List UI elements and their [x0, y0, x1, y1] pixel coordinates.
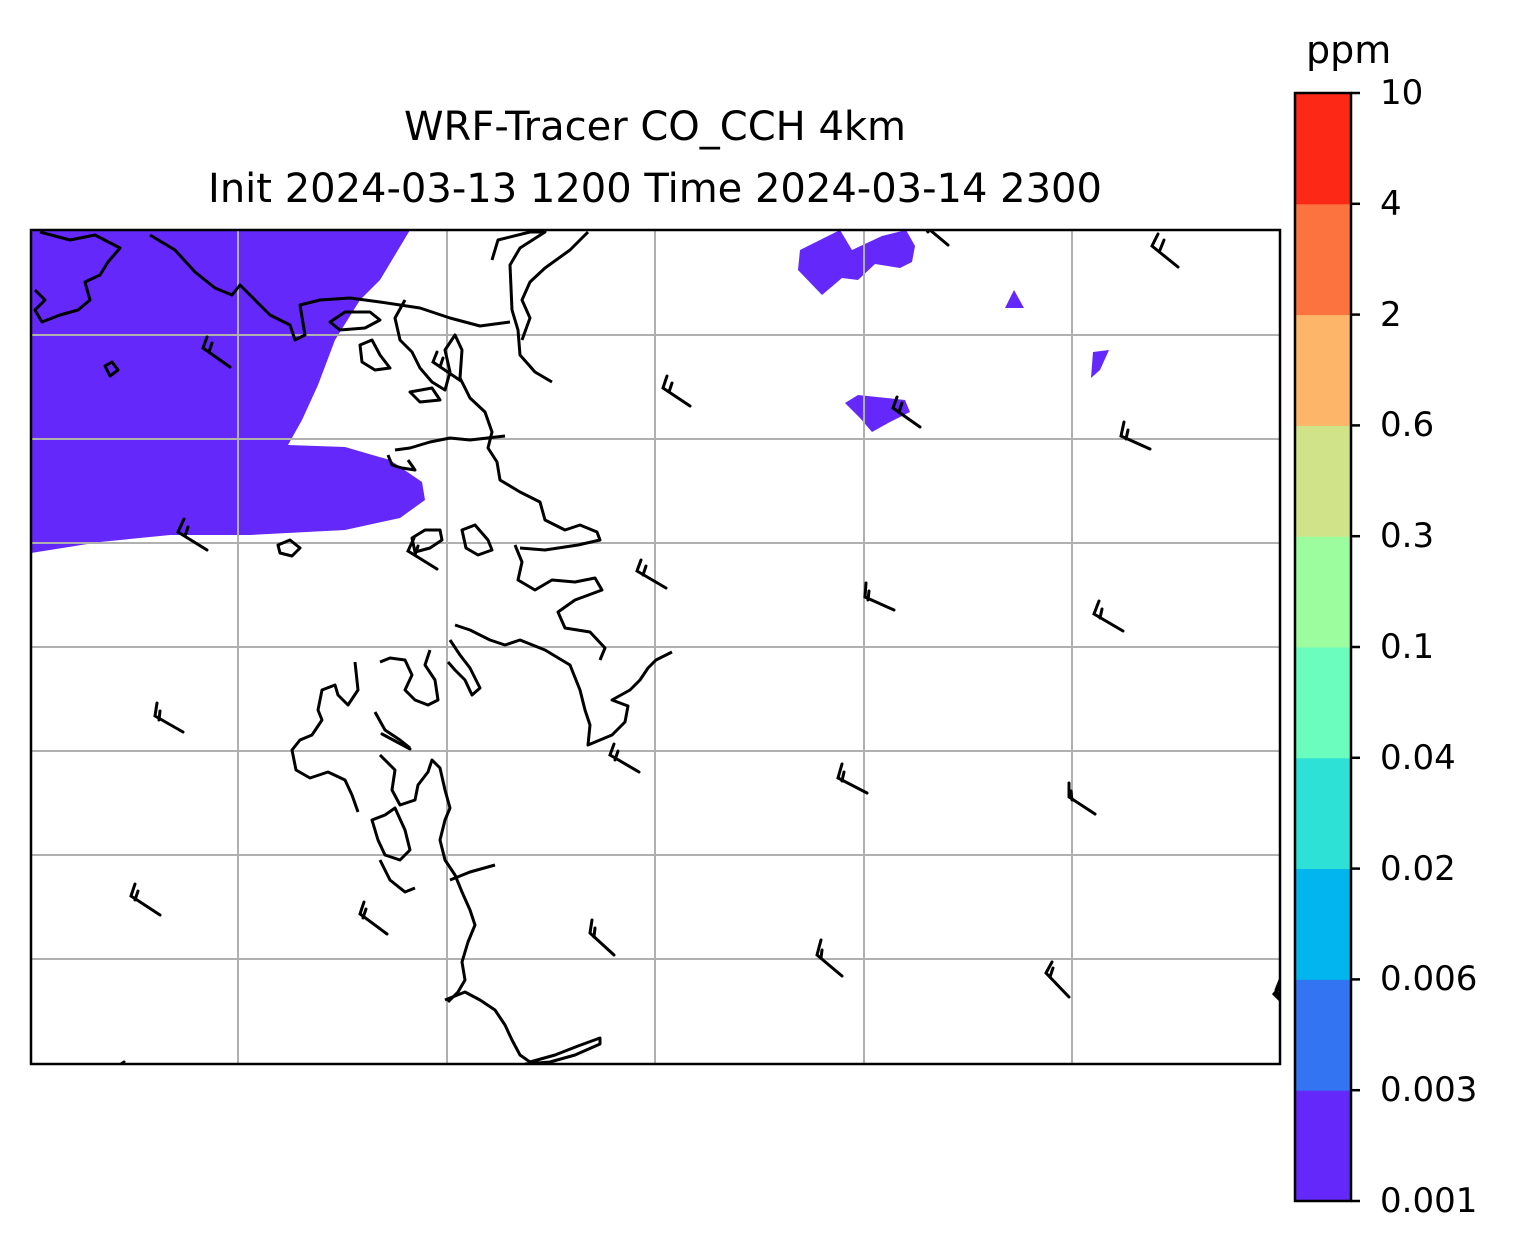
wind-barb: [406, 536, 439, 571]
colorbar-tick-label: 10: [1380, 73, 1424, 113]
coastline-shore-south: [513, 544, 607, 661]
wind-barb: [380, 732, 412, 751]
coastline-river-west: [490, 230, 553, 384]
coastline-pond: [276, 538, 302, 558]
coastline-bayou-7: [370, 806, 412, 862]
colorbar-tick-label: 0.006: [1380, 959, 1478, 1000]
map-subtitle: Init 2024-03-13 1200 Time 2024-03-14 230…: [208, 166, 1102, 212]
plume-region-north: [798, 230, 915, 295]
plume-region-west: [31, 230, 425, 553]
colorbar-tick-label: 0.6: [1380, 405, 1435, 446]
colorbar-tick-label: 0.02: [1380, 848, 1456, 889]
wind-barb: [836, 762, 869, 795]
wind-barb: [635, 558, 668, 590]
colorbar-segment: [1295, 536, 1351, 648]
coastline-bayou-3: [379, 649, 440, 707]
colorbar-frame: [1293, 91, 1353, 1203]
colorbar-tick-label: 0.1: [1380, 627, 1435, 667]
wind-barb: [1044, 960, 1071, 999]
colorbar-segment: [1295, 647, 1351, 759]
colorbar-tick-label: 0.001: [1380, 1181, 1478, 1221]
coastline-river-east: [520, 230, 590, 341]
coastline-bayou-8: [378, 859, 416, 894]
coastline-bayou-5: [373, 711, 411, 750]
coastline-inlet-2: [460, 523, 494, 557]
wind-barb: [891, 395, 922, 429]
colorbar-tick-label: 4: [1380, 183, 1402, 224]
coastline-marsh-1: [358, 338, 392, 372]
wind-barb: [1150, 232, 1180, 269]
map-frame: [29, 228, 1282, 1066]
coastlines: [33, 230, 1280, 1064]
colorbar-segment: [1295, 868, 1351, 980]
wind-barb: [863, 581, 896, 612]
colorbar-unit-label: ppm: [1306, 28, 1392, 72]
tracer-plume: [31, 230, 1109, 553]
colorbar-segment: [1295, 1090, 1351, 1202]
coastline-bayou-9: [449, 863, 496, 882]
wind-barb: [153, 701, 185, 734]
coastline-east-edge: [1274, 978, 1280, 1002]
colorbar-segment: [1295, 757, 1351, 870]
coastline-shore-mid: [386, 454, 417, 472]
wind-barb: [431, 350, 463, 383]
coastline-marsh-2: [408, 386, 442, 404]
coastline-bayou-1: [454, 623, 673, 747]
wind-barb: [608, 742, 641, 774]
colorbar: [1293, 91, 1360, 1203]
colorbar-segment: [1295, 979, 1351, 1091]
coastline-bayou-6: [378, 753, 477, 1004]
colorbar-segment: [1295, 93, 1351, 205]
wind-barb: [588, 918, 616, 957]
wind-barb: [1092, 599, 1125, 633]
colorbar-tick-label: 0.003: [1380, 1070, 1478, 1111]
coastline-islet: [103, 360, 120, 378]
map-title: WRF-Tracer CO_CCH 4km: [403, 104, 907, 150]
colorbar-tick-label: 0.04: [1380, 737, 1456, 778]
colorbar-segment: [1295, 314, 1351, 426]
coastline-delta-main: [393, 299, 602, 552]
plume-region-small-2: [1091, 350, 1109, 378]
coastline-shore-east: [394, 434, 506, 452]
map-area: [31, 230, 1280, 1064]
coastline-south-point: [444, 990, 602, 1064]
wind-barb: [1271, 984, 1280, 1003]
coastline-lake-shore: [149, 233, 511, 342]
wind-barb: [358, 900, 389, 936]
colorbar-tick-label: 0.3: [1380, 516, 1435, 557]
coastline-bayou-4: [290, 661, 360, 813]
colorbar-segment: [1295, 203, 1351, 316]
wind-barb: [1067, 781, 1097, 816]
wind-barb: [176, 517, 209, 552]
coastline-north-shore: [33, 230, 122, 324]
coastline-bayou-2: [446, 639, 482, 697]
plume-region-small-1: [1005, 290, 1024, 308]
gridlines: [31, 230, 1280, 1064]
wind-barb: [661, 374, 692, 408]
colorbar-tick-label: 2: [1380, 294, 1402, 335]
wind-barb: [815, 938, 844, 978]
colorbar-segment: [1295, 425, 1351, 537]
wind-barbs: [119, 230, 1280, 1064]
wind-barb: [201, 335, 232, 369]
coastline-bay-loop: [328, 310, 382, 332]
wind-barb: [129, 882, 162, 917]
wind-barb: [1119, 420, 1152, 451]
